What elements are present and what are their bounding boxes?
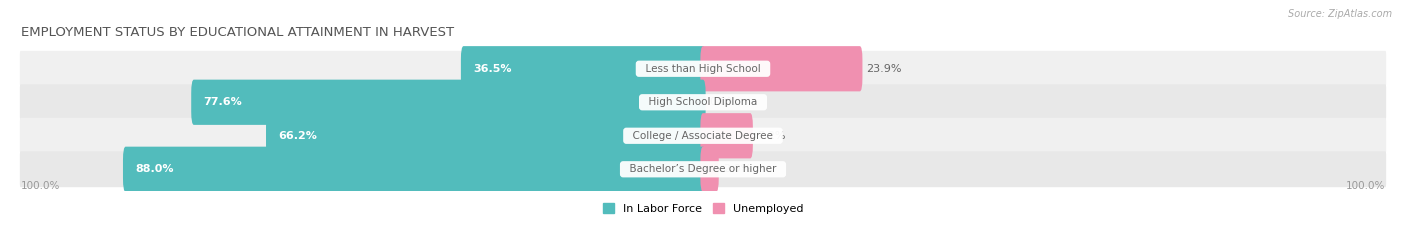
Text: 77.6%: 77.6% bbox=[204, 97, 242, 107]
FancyBboxPatch shape bbox=[20, 84, 1386, 120]
FancyBboxPatch shape bbox=[700, 113, 752, 158]
FancyBboxPatch shape bbox=[191, 80, 706, 125]
FancyBboxPatch shape bbox=[20, 151, 1386, 187]
FancyBboxPatch shape bbox=[20, 118, 1386, 154]
Text: 100.0%: 100.0% bbox=[21, 181, 60, 191]
Text: 100.0%: 100.0% bbox=[1346, 181, 1385, 191]
Text: Less than High School: Less than High School bbox=[638, 64, 768, 74]
Text: 23.9%: 23.9% bbox=[866, 64, 901, 74]
Text: Bachelor’s Degree or higher: Bachelor’s Degree or higher bbox=[623, 164, 783, 174]
Text: 66.2%: 66.2% bbox=[278, 131, 318, 141]
Text: Source: ZipAtlas.com: Source: ZipAtlas.com bbox=[1288, 9, 1392, 19]
Legend: In Labor Force, Unemployed: In Labor Force, Unemployed bbox=[598, 199, 808, 218]
Text: EMPLOYMENT STATUS BY EDUCATIONAL ATTAINMENT IN HARVEST: EMPLOYMENT STATUS BY EDUCATIONAL ATTAINM… bbox=[21, 26, 454, 39]
FancyBboxPatch shape bbox=[266, 113, 706, 158]
FancyBboxPatch shape bbox=[20, 51, 1386, 87]
Text: High School Diploma: High School Diploma bbox=[643, 97, 763, 107]
FancyBboxPatch shape bbox=[700, 46, 862, 91]
Text: College / Associate Degree: College / Associate Degree bbox=[626, 131, 780, 141]
Text: 88.0%: 88.0% bbox=[135, 164, 174, 174]
FancyBboxPatch shape bbox=[700, 147, 718, 192]
Text: 0.0%: 0.0% bbox=[710, 97, 738, 107]
Text: 36.5%: 36.5% bbox=[474, 64, 512, 74]
Text: 7.2%: 7.2% bbox=[756, 131, 786, 141]
FancyBboxPatch shape bbox=[122, 147, 706, 192]
FancyBboxPatch shape bbox=[461, 46, 706, 91]
Text: 2.0%: 2.0% bbox=[723, 164, 751, 174]
